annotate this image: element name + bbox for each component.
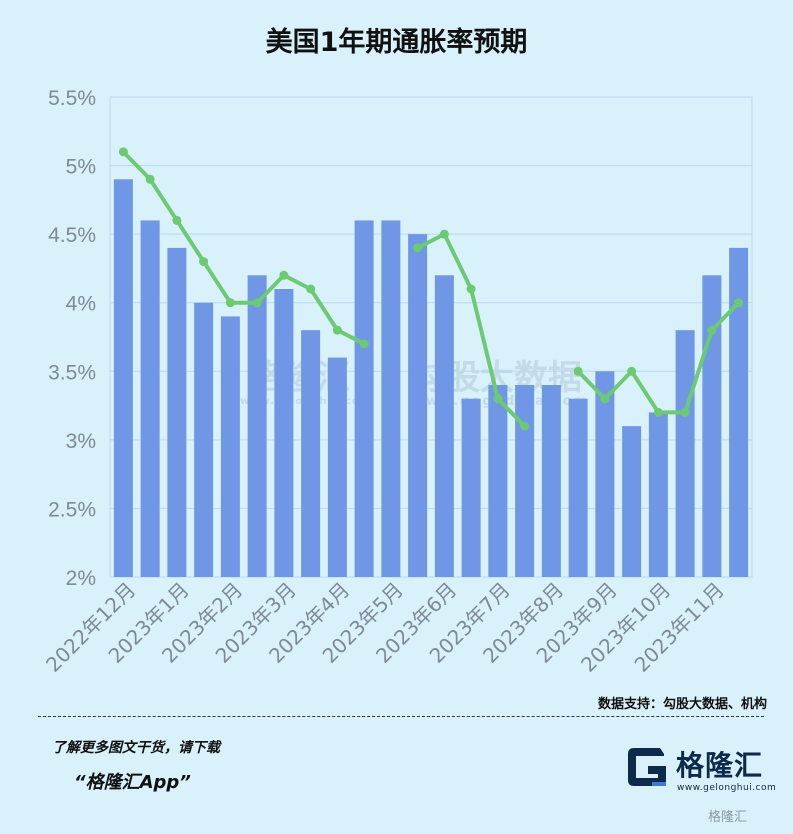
line-point	[332, 325, 342, 335]
line-point	[680, 407, 690, 417]
y-tick-label: 3%	[66, 430, 96, 453]
bar	[622, 426, 642, 577]
bar	[729, 247, 749, 577]
corner-watermark-badge: 格隆汇	[708, 810, 748, 825]
bar	[568, 398, 588, 577]
line-point	[279, 270, 289, 280]
promo-app-name: “格隆汇App”	[74, 772, 191, 793]
bar	[274, 289, 294, 577]
bar	[327, 357, 347, 577]
line-point	[306, 284, 316, 294]
line-point	[627, 366, 637, 376]
logo-name: 格隆汇	[676, 749, 764, 782]
bar	[488, 385, 508, 577]
gelonghui-logo-icon	[628, 748, 666, 786]
y-tick-label: 5.5%	[48, 87, 96, 110]
y-tick-label: 3.5%	[48, 361, 96, 384]
line-point	[252, 298, 262, 308]
line-point	[734, 298, 744, 308]
line-point	[653, 407, 663, 417]
chart-area: 2%2.5%3%3.5%4%4.5%5%5.5%2022年12月2023年1月2…	[41, 87, 753, 677]
line-point	[493, 394, 503, 404]
series-line	[121, 149, 367, 346]
bar	[354, 220, 374, 577]
chart-title: 美国1年期通胀率预期	[265, 27, 528, 58]
line-point	[118, 147, 128, 157]
bar	[247, 275, 267, 577]
data-source-note: 数据支持：勾股大数据、机构	[597, 697, 767, 712]
bar	[541, 385, 561, 577]
line-point	[413, 243, 423, 253]
line-point	[707, 325, 717, 335]
bar	[595, 371, 615, 577]
line-point	[520, 421, 530, 431]
line-point	[145, 174, 155, 184]
line-point	[466, 284, 476, 294]
bar	[381, 220, 401, 577]
line-point	[225, 298, 235, 308]
bar	[408, 234, 428, 577]
bar	[434, 275, 454, 577]
line-point	[439, 229, 449, 239]
bar	[194, 302, 214, 577]
bar	[220, 316, 240, 577]
bar	[301, 330, 321, 577]
bar	[515, 385, 535, 577]
bar	[648, 412, 668, 577]
line-point	[172, 215, 182, 225]
bar	[140, 220, 160, 577]
line-point	[600, 394, 610, 404]
y-tick-label: 2%	[66, 567, 96, 590]
y-tick-label: 5%	[66, 156, 96, 179]
bar	[461, 398, 481, 577]
bar	[167, 247, 187, 577]
y-tick-label: 4.5%	[48, 224, 96, 247]
y-tick-label: 2.5%	[48, 498, 96, 521]
bar	[113, 179, 133, 578]
line-point	[573, 366, 583, 376]
bar	[675, 330, 695, 577]
series-line	[415, 232, 527, 429]
dashed-divider	[38, 716, 764, 717]
logo-url: www.gelonghui.com	[677, 783, 777, 793]
line-point	[359, 339, 369, 349]
y-tick-label: 4%	[66, 293, 96, 316]
promo-text: 了解更多图文干货，请下载	[52, 740, 220, 756]
line-point	[199, 257, 209, 267]
